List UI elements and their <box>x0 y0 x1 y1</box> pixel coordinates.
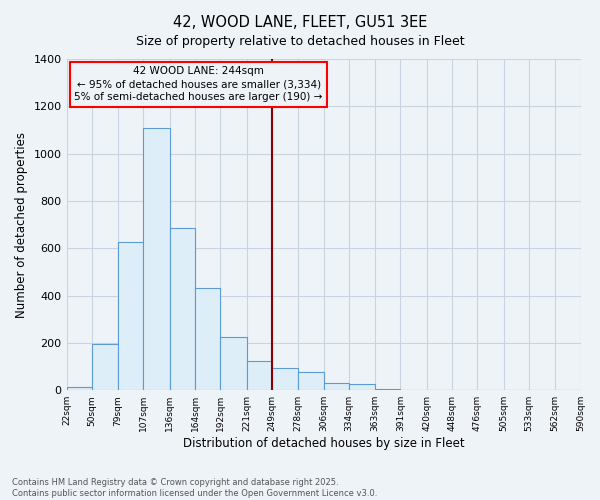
Bar <box>323 383 349 390</box>
Text: Size of property relative to detached houses in Fleet: Size of property relative to detached ho… <box>136 35 464 48</box>
Bar <box>67 386 92 390</box>
Bar <box>118 242 143 390</box>
Bar <box>92 344 118 390</box>
X-axis label: Distribution of detached houses by size in Fleet: Distribution of detached houses by size … <box>183 437 464 450</box>
Bar <box>272 368 298 390</box>
Bar <box>220 337 247 390</box>
Text: Contains HM Land Registry data © Crown copyright and database right 2025.
Contai: Contains HM Land Registry data © Crown c… <box>12 478 377 498</box>
Bar <box>247 360 272 390</box>
Bar <box>195 288 220 390</box>
Text: 42 WOOD LANE: 244sqm
← 95% of detached houses are smaller (3,334)
5% of semi-det: 42 WOOD LANE: 244sqm ← 95% of detached h… <box>74 66 323 102</box>
Y-axis label: Number of detached properties: Number of detached properties <box>15 132 28 318</box>
Bar <box>298 372 323 390</box>
Bar <box>143 128 170 390</box>
Text: 42, WOOD LANE, FLEET, GU51 3EE: 42, WOOD LANE, FLEET, GU51 3EE <box>173 15 427 30</box>
Bar <box>375 389 400 390</box>
Bar <box>349 384 375 390</box>
Bar <box>170 228 195 390</box>
